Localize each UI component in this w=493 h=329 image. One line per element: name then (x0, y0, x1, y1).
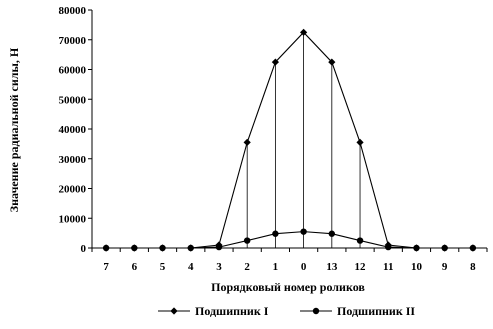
data-point (356, 237, 364, 244)
y-axis: 0 10000 20000 30000 40000 50000 60000 70000 8000… (59, 5, 93, 255)
data-point (385, 243, 392, 251)
x-tick-label: 3 (216, 261, 222, 273)
data-point (243, 237, 251, 244)
x-axis-label: Порядковый номер роликов (211, 280, 365, 294)
x-tick-label: 12 (355, 261, 367, 273)
y-tick-label: 80000 (59, 5, 87, 17)
y-tick-label: 60000 (59, 65, 87, 77)
legend-item-1: Подшипник I (158, 304, 269, 318)
y-axis-label: Значение радиальной силы, Н (7, 47, 21, 212)
x-tick-label: 10 (411, 261, 423, 273)
legend-marker (312, 307, 320, 315)
data-point (328, 58, 336, 66)
y-tick-label: 10000 (59, 213, 87, 225)
x-tick-label: 9 (442, 261, 448, 273)
legend: Подшипник I Подшипник II (158, 304, 415, 318)
x-tick-label: 0 (301, 261, 307, 273)
series-line (106, 31, 473, 249)
y-tick-label: 0 (81, 243, 87, 255)
x-tick-label: 5 (160, 261, 166, 273)
data-point (271, 58, 279, 66)
legend-label: Подшипник I (195, 304, 269, 318)
x-tick-label: 8 (470, 261, 476, 273)
legend-item-2: Подшипник II (300, 304, 415, 318)
x-tick-label: 7 (103, 261, 109, 273)
x-axis: 7 6 5 4 3 2 1 0 13 12 11 10 9 8 (91, 247, 488, 273)
legend-marker (170, 307, 178, 315)
series-1 (102, 28, 477, 252)
data-point (272, 230, 279, 237)
data-point (356, 138, 364, 146)
x-tick-label: 6 (132, 261, 138, 273)
data-point (300, 228, 307, 235)
series-layer (102, 28, 477, 252)
x-tick-label: 11 (383, 261, 393, 273)
y-tick-label: 30000 (59, 154, 87, 166)
drop-lines (218, 32, 389, 248)
legend-label: Подшипник II (337, 304, 415, 318)
data-point (328, 230, 336, 237)
y-tick-label: 50000 (59, 94, 87, 106)
data-point (300, 28, 308, 36)
y-tick-label: 20000 (59, 184, 87, 196)
x-tick-label: 1 (273, 261, 279, 273)
y-tick-label: 40000 (59, 124, 87, 136)
x-tick-label: 2 (244, 261, 250, 273)
x-tick-label: 4 (188, 261, 194, 273)
x-tick-label: 13 (326, 261, 338, 273)
data-point (243, 138, 251, 146)
y-tick-label: 70000 (59, 35, 87, 47)
data-point (215, 243, 223, 251)
